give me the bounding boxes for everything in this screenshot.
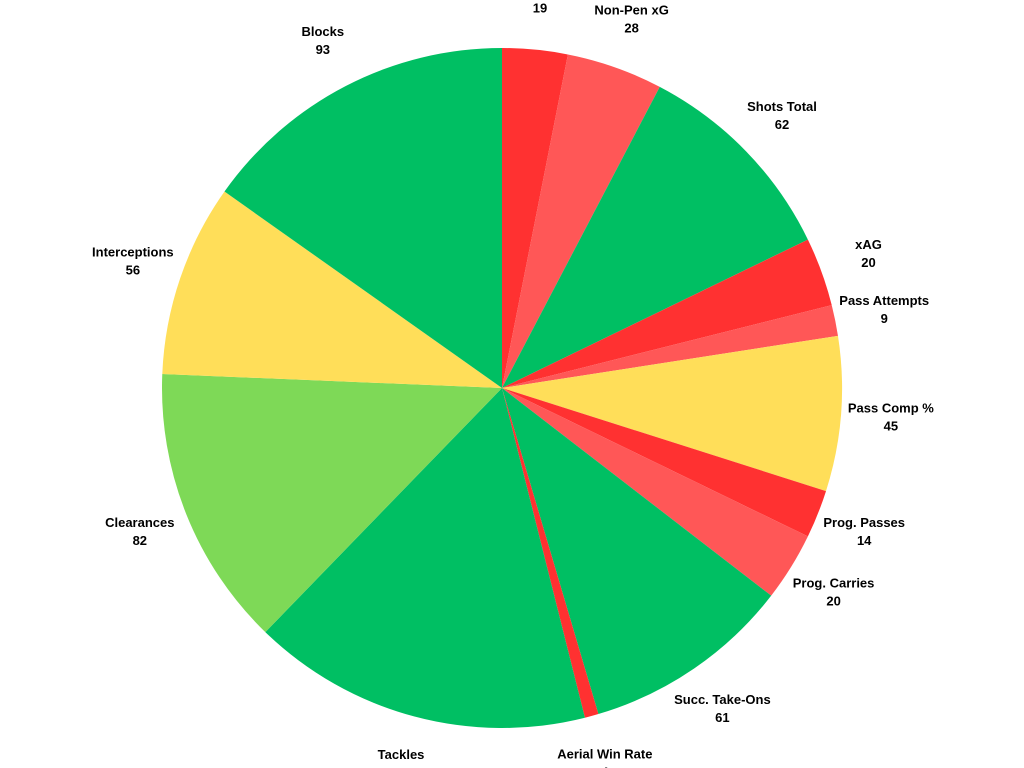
pie-slice (265, 388, 585, 728)
pie-slice (502, 388, 772, 715)
slice-label: Prog. Passes (823, 515, 905, 530)
slice-label: Non-Pen xG (594, 3, 668, 18)
slice-value: 45 (884, 418, 898, 433)
slice-value: 9 (881, 311, 888, 326)
pie-slice (502, 335, 843, 492)
slice-label: Pass Attempts (839, 293, 929, 308)
pie-slice (224, 48, 503, 388)
slice-label: xAG (855, 237, 882, 252)
slice-value: 56 (126, 263, 140, 278)
slice-label: Tackles (378, 747, 425, 762)
slice-value: 19 (533, 0, 547, 15)
pie-slice (502, 388, 808, 596)
slice-value: 99 (394, 765, 408, 768)
slice-label: Pass Comp % (848, 400, 934, 415)
slice-label: Interceptions (92, 245, 174, 260)
slice-label: Clearances (105, 515, 174, 530)
slice-value: 4 (601, 765, 609, 768)
slice-label: Aerial Win Rate (557, 747, 652, 762)
pie-slice (502, 86, 808, 389)
pie-slice (502, 239, 832, 388)
slice-value: 61 (715, 710, 729, 725)
pie-slice (502, 48, 568, 388)
pie-slice (502, 305, 838, 388)
slice-label: Prog. Carries (793, 576, 875, 591)
slice-label: Shots Total (747, 99, 817, 114)
slice-label: Blocks (301, 24, 344, 39)
slice-value: 82 (133, 533, 147, 548)
slice-label: Succ. Take-Ons (674, 692, 771, 707)
slice-value: 14 (857, 533, 872, 548)
pie-slice (502, 388, 599, 718)
slice-value: 93 (316, 42, 330, 57)
pie-slice (502, 388, 827, 537)
slice-value: 28 (624, 21, 638, 36)
slice-value: 20 (826, 594, 840, 609)
pie-slice (502, 54, 660, 389)
pie-slice (162, 374, 502, 633)
pie-slice (162, 191, 502, 388)
slice-value: 62 (775, 117, 789, 132)
slice-value: 20 (861, 255, 875, 270)
